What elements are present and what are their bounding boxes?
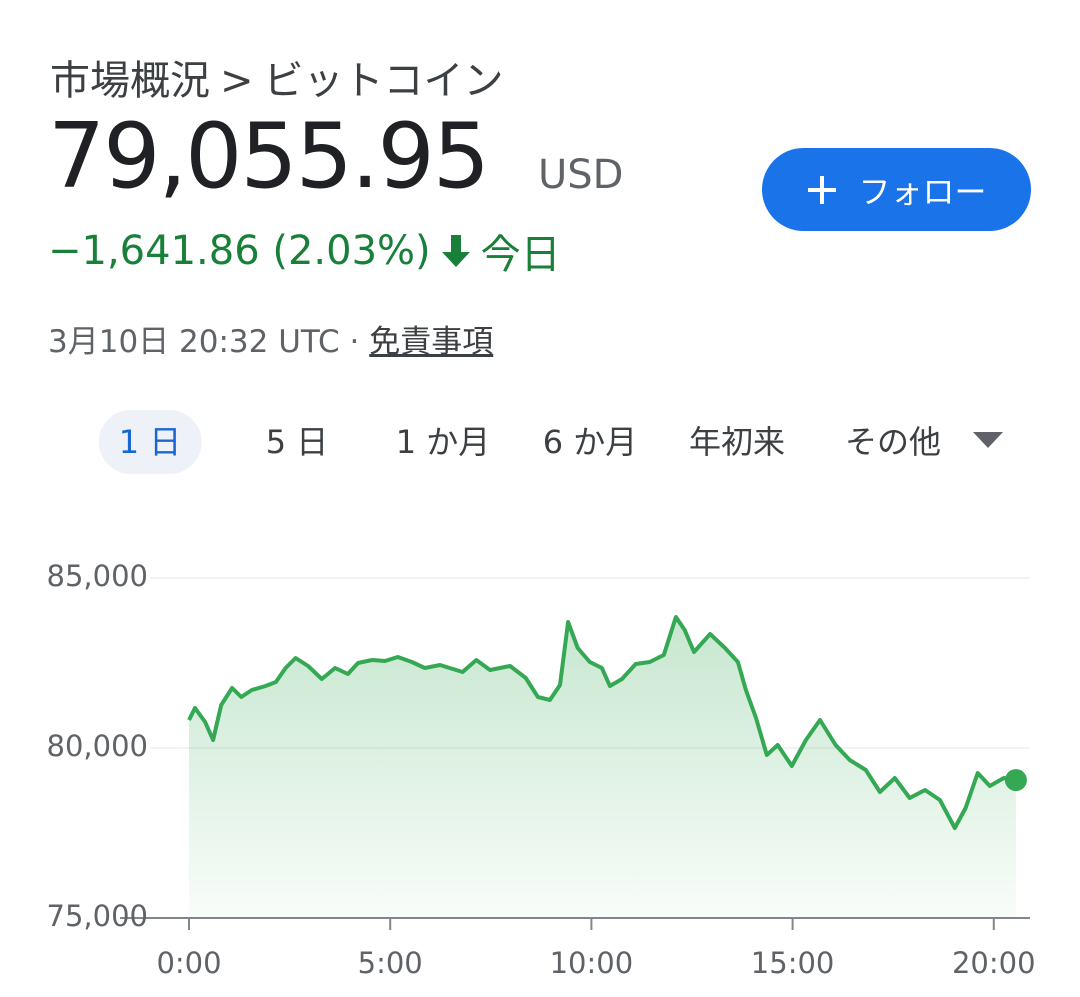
follow-label: フォロー (858, 172, 987, 211)
x-tick-label: 10:00 (550, 946, 634, 980)
change-value: −1,641.86 (2.03%) (48, 228, 431, 274)
plus-icon (808, 175, 837, 204)
x-tick-label: 5:00 (358, 946, 423, 980)
currency: USD (538, 152, 624, 198)
separator: · (349, 324, 360, 360)
breadcrumb-separator: > (220, 58, 254, 104)
timestamp: 3月10日 20:32 UTC (48, 324, 340, 360)
price: 79,055.95 (48, 104, 490, 209)
disclaimer-link[interactable]: 免責事項 (369, 324, 494, 360)
range-tab[interactable]: 5 日 (265, 423, 329, 461)
timestamp-row: 3月10日 20:32 UTC · 免責事項 (48, 316, 493, 361)
down-arrow (441, 235, 470, 267)
breadcrumb-current: ビットコイン (263, 58, 504, 104)
x-tick-label: 0:00 (156, 946, 221, 980)
range-tab[interactable]: 年初来 (688, 423, 786, 461)
dropdown-icon[interactable] (973, 432, 1003, 448)
change-period: 今日 (480, 232, 561, 278)
last-point (1004, 769, 1027, 792)
y-tick-label: 75,000 (47, 899, 148, 933)
breadcrumb: 市場概況 > ビットコイン (50, 48, 514, 106)
area-fill (189, 617, 1016, 918)
y-tick-label: 85,000 (47, 559, 148, 593)
x-tick-label: 20:00 (952, 946, 1036, 980)
range-tab[interactable]: 1 か月 (395, 423, 491, 461)
x-tick-label: 15:00 (751, 946, 835, 980)
y-tick-label: 80,000 (47, 729, 148, 763)
follow-button[interactable]: フォロー (762, 148, 1031, 231)
breadcrumb-link[interactable]: 市場概況 (50, 58, 210, 104)
price-line (187, 615, 1017, 830)
change: −1,641.86 (2.03%) 今日 (48, 222, 561, 280)
range-tab[interactable]: その他 (844, 423, 942, 461)
range-tab[interactable]: 6 か月 (542, 423, 638, 461)
range-tab[interactable]: 1 日 (98, 410, 202, 474)
